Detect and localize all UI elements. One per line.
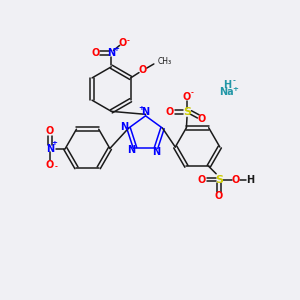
Text: +: + (114, 46, 120, 52)
Text: +: + (138, 105, 144, 111)
Text: O: O (198, 175, 206, 185)
Text: CH₃: CH₃ (158, 57, 172, 66)
Text: O: O (166, 107, 174, 117)
Text: H: H (223, 80, 231, 90)
Text: O: O (183, 92, 191, 101)
Text: N: N (107, 48, 116, 58)
Text: S: S (215, 175, 223, 185)
Text: N: N (127, 145, 135, 154)
Text: -: - (127, 38, 129, 44)
Text: O: O (232, 175, 240, 185)
Text: -: - (232, 78, 235, 84)
Text: H: H (246, 175, 254, 185)
Text: O: O (215, 191, 223, 201)
Text: +: + (52, 140, 58, 146)
Text: Na: Na (219, 87, 234, 97)
Text: S: S (183, 107, 191, 117)
Text: N: N (46, 143, 54, 154)
Text: -: - (190, 91, 193, 97)
Text: O: O (46, 160, 54, 170)
Text: N: N (120, 122, 128, 132)
Text: O: O (46, 126, 54, 136)
Text: N: N (142, 107, 150, 117)
Text: O: O (198, 114, 206, 124)
Text: +: + (233, 86, 239, 92)
Text: O: O (118, 38, 127, 48)
Text: O: O (139, 65, 147, 75)
Text: O: O (92, 48, 100, 58)
Text: N: N (152, 147, 160, 157)
Text: -: - (54, 164, 57, 170)
